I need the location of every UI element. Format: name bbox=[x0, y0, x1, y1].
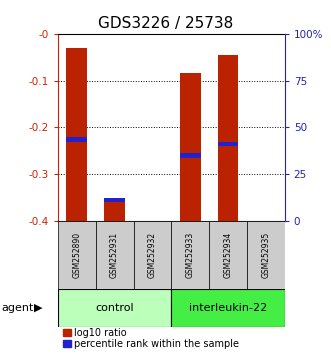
Text: GSM252890: GSM252890 bbox=[72, 232, 81, 278]
Text: GSM252933: GSM252933 bbox=[186, 232, 195, 278]
Bar bbox=[104, 200, 125, 221]
Bar bbox=[217, 55, 238, 221]
Bar bbox=[171, 221, 209, 289]
Text: interleukin-22: interleukin-22 bbox=[189, 303, 267, 313]
Bar bbox=[67, 137, 87, 142]
Text: GSM252934: GSM252934 bbox=[223, 232, 232, 278]
Bar bbox=[104, 198, 125, 202]
Text: control: control bbox=[95, 303, 134, 313]
Bar bbox=[133, 221, 171, 289]
Text: GSM252932: GSM252932 bbox=[148, 232, 157, 278]
Bar bbox=[67, 48, 87, 221]
Legend: log10 ratio, percentile rank within the sample: log10 ratio, percentile rank within the … bbox=[63, 328, 239, 349]
Bar bbox=[209, 221, 247, 289]
Bar bbox=[171, 289, 285, 327]
Text: agent: agent bbox=[2, 303, 34, 313]
Text: ▶: ▶ bbox=[34, 303, 42, 313]
Text: GDS3226 / 25738: GDS3226 / 25738 bbox=[98, 16, 233, 31]
Bar bbox=[180, 153, 201, 158]
Bar bbox=[58, 289, 171, 327]
Bar bbox=[247, 221, 285, 289]
Bar bbox=[180, 74, 201, 221]
Text: GSM252931: GSM252931 bbox=[110, 232, 119, 278]
Bar bbox=[217, 142, 238, 146]
Bar bbox=[58, 221, 96, 289]
Bar bbox=[96, 221, 133, 289]
Text: GSM252935: GSM252935 bbox=[261, 232, 270, 278]
